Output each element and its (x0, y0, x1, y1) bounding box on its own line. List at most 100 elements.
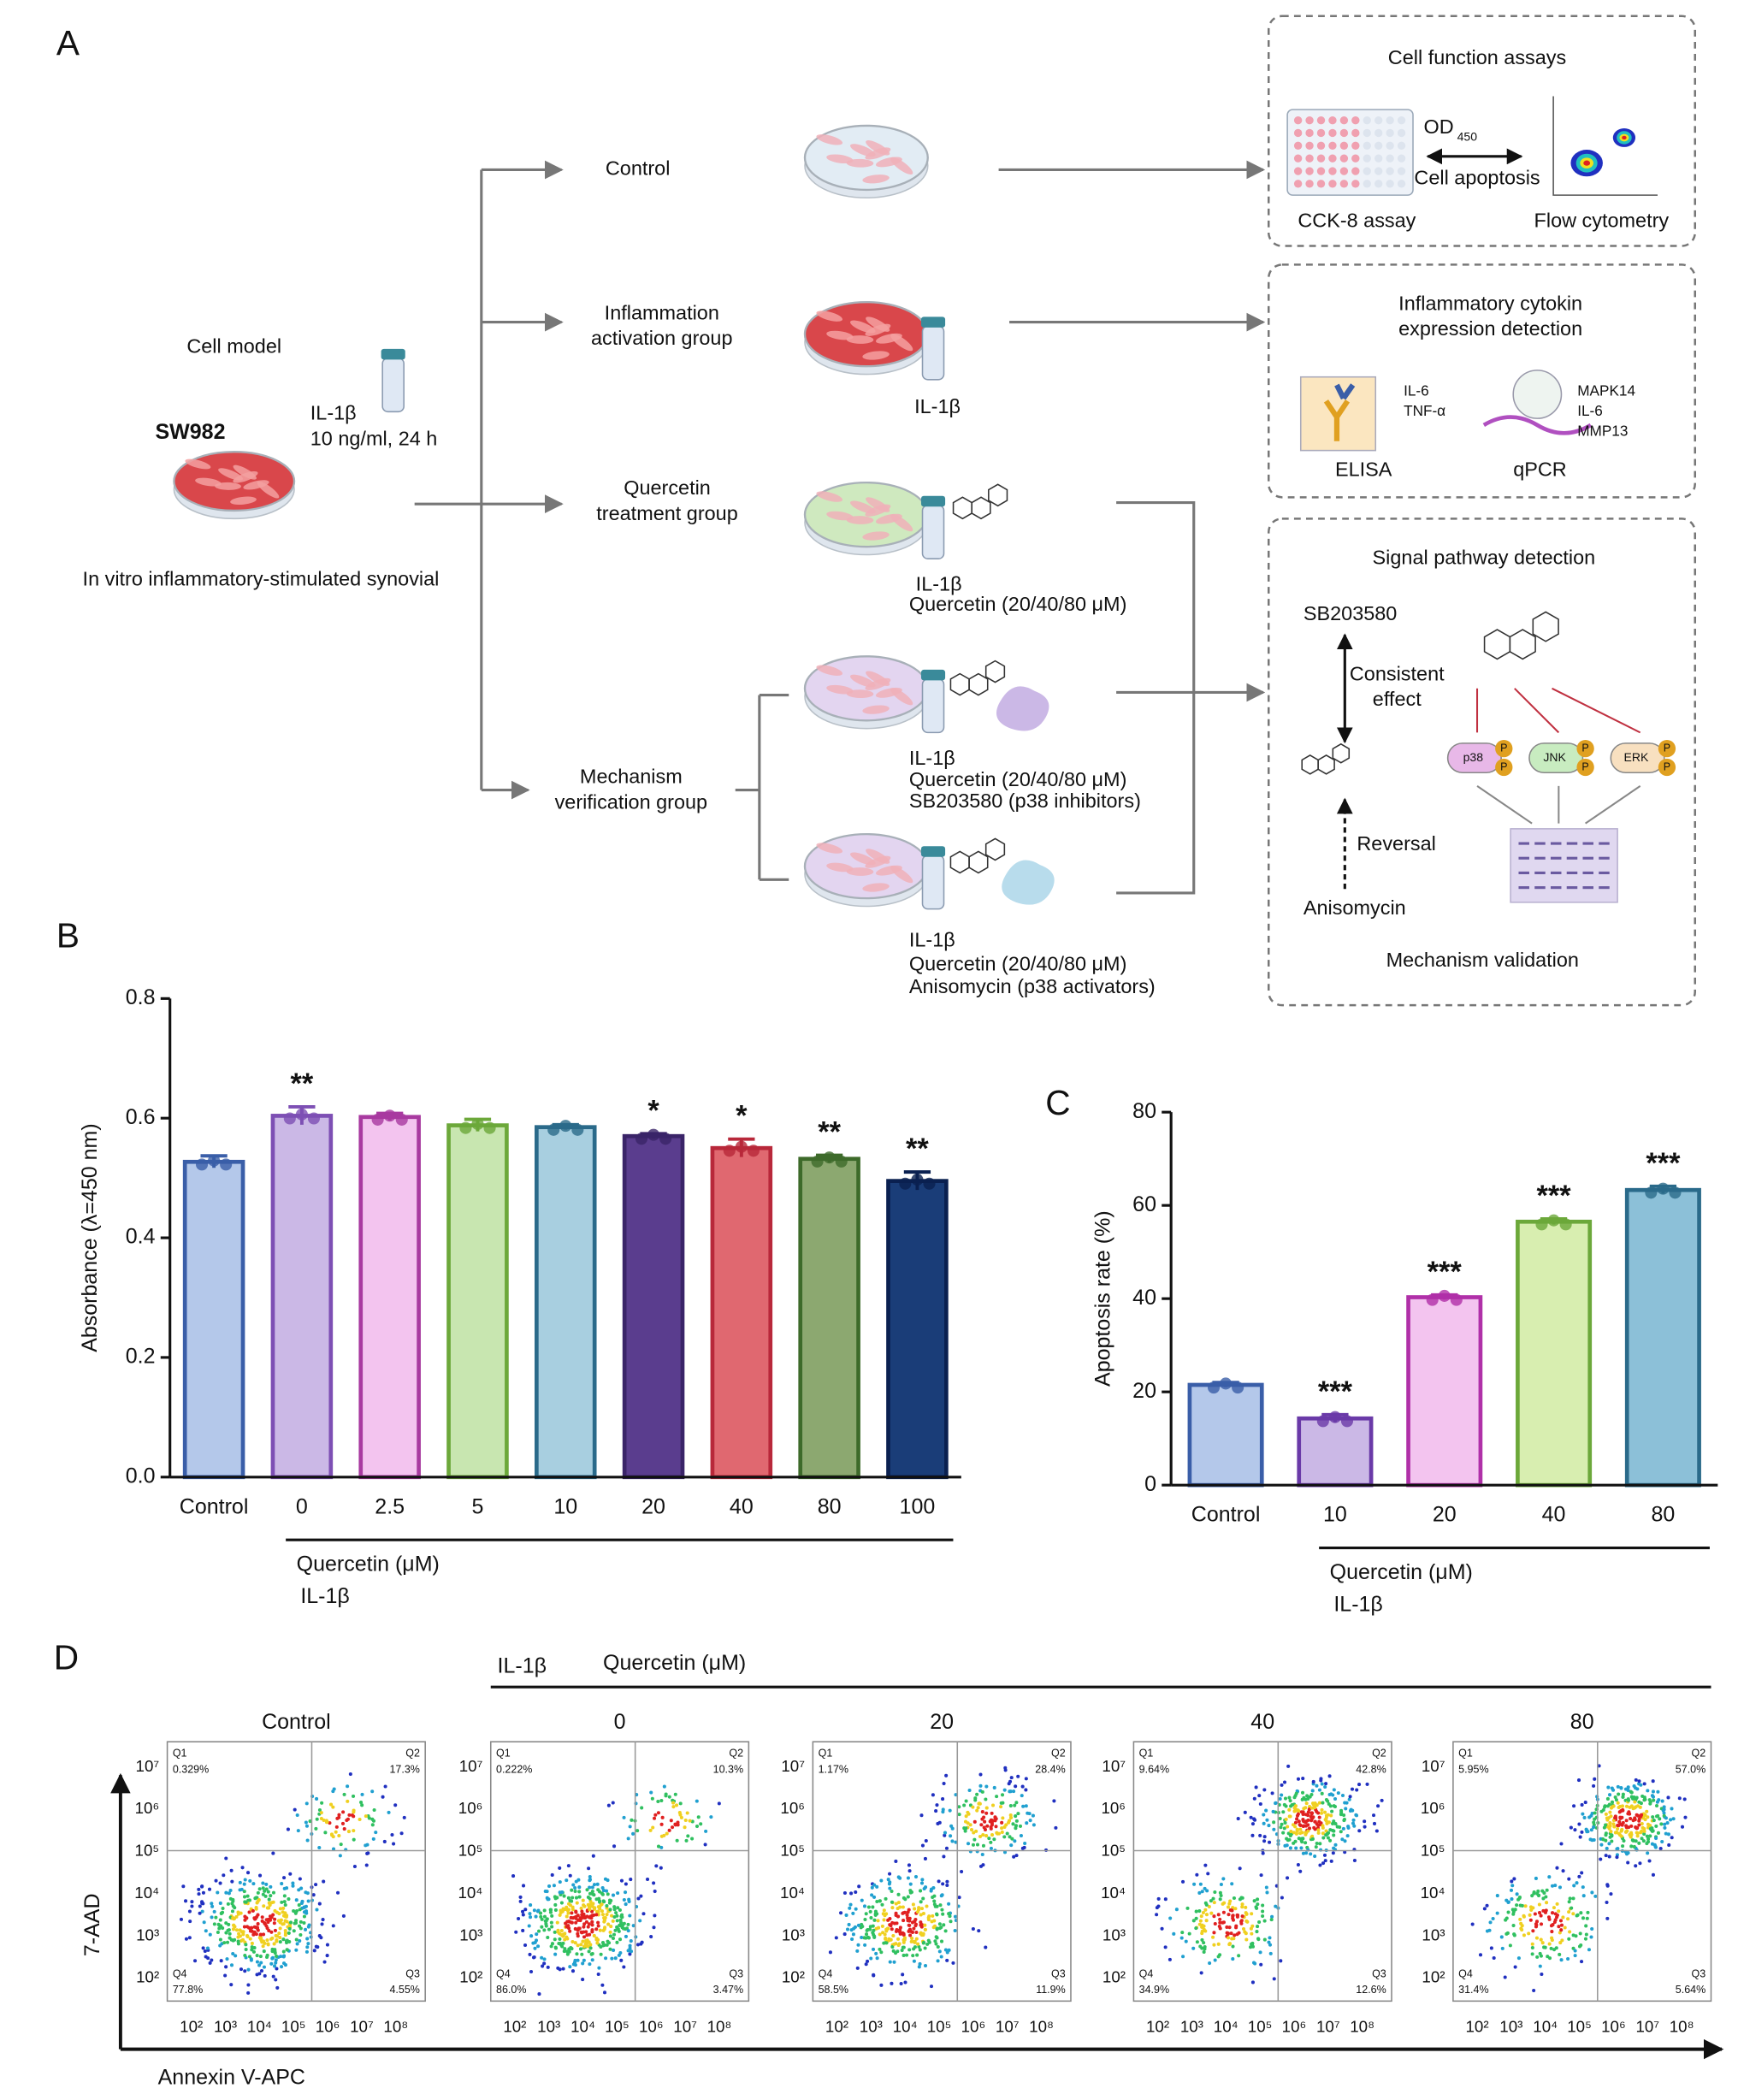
event-dot (1504, 1898, 1509, 1902)
replicate-dot (220, 1158, 233, 1171)
event-dot (949, 1920, 953, 1924)
y-tick-label: 10³ (136, 1925, 159, 1943)
x-tick-label: 10 (1323, 1503, 1347, 1527)
event-dot (902, 1945, 906, 1949)
event-dot (381, 1795, 385, 1799)
event-dot (1648, 1834, 1652, 1838)
quadrant-name: Q4 (819, 1967, 833, 1979)
event-dot (619, 1878, 624, 1883)
kinase-name: p38 (1463, 750, 1484, 764)
vial-cap (920, 495, 946, 507)
event-dot (1520, 1903, 1524, 1908)
event-dot (1052, 1799, 1056, 1803)
event-dot (612, 1914, 617, 1920)
event-dot (882, 1908, 886, 1913)
quadrant-percent: 10.3% (713, 1763, 743, 1775)
event-dot (1489, 1946, 1493, 1950)
event-dot (352, 1837, 356, 1842)
event-dot (649, 1935, 653, 1939)
quadrant-percent: 0.329% (173, 1763, 209, 1775)
phospho-label: P (1581, 742, 1588, 754)
event-dot (252, 1916, 257, 1920)
plot-title: 20 (930, 1710, 954, 1734)
replicate-dot (459, 1121, 472, 1134)
event-dot (1256, 1897, 1260, 1902)
x-tick-label: 40 (730, 1494, 754, 1518)
event-dot (1641, 1839, 1646, 1843)
event-dot (1609, 1806, 1613, 1810)
event-dot (612, 1948, 616, 1952)
molecule-ring (984, 660, 1006, 683)
event-dot (1257, 1920, 1262, 1925)
event-dot (367, 1816, 371, 1820)
event-dot (565, 1952, 570, 1956)
event-dot (828, 1950, 832, 1955)
event-dot (1293, 1820, 1298, 1825)
event-dot (1550, 1930, 1554, 1934)
event-dot (1537, 1911, 1542, 1915)
event-dot (1302, 1807, 1306, 1811)
event-dot (1587, 1815, 1592, 1819)
group-sublabel: IL-1β (1333, 1592, 1382, 1616)
event-dot (1505, 1931, 1510, 1935)
event-dot (1566, 1957, 1570, 1961)
event-dot (584, 1920, 588, 1924)
x-tick-label: 100 (900, 1494, 936, 1518)
event-dot (1610, 1833, 1614, 1837)
event-dot (1616, 1784, 1620, 1789)
event-dot (242, 1925, 246, 1929)
event-dot (641, 1912, 646, 1916)
event-dot (929, 1985, 934, 1989)
event-dot (243, 1914, 247, 1919)
x-tick-label: 10⁴ (247, 2018, 272, 2036)
event-dot (1329, 1859, 1333, 1863)
event-dot (1558, 1931, 1562, 1935)
event-dot (857, 1884, 861, 1889)
x-tick-label: 10⁸ (1029, 2018, 1054, 2036)
event-dot (1322, 1853, 1327, 1857)
event-dot (1001, 1816, 1005, 1820)
event-dot (834, 1936, 838, 1940)
event-dot (521, 1913, 525, 1917)
group-label: Quercetin (μM) (1330, 1560, 1473, 1584)
event-dot (299, 1901, 304, 1906)
event-dot (612, 1905, 617, 1909)
event-dot (1621, 1792, 1625, 1796)
event-dot (1589, 1828, 1593, 1832)
event-dot (271, 1890, 275, 1895)
well (1316, 167, 1326, 175)
quadrant-name: Q3 (1372, 1967, 1386, 1979)
event-dot (932, 1894, 937, 1898)
quadrant-name: Q3 (729, 1967, 743, 1979)
event-dot (250, 1925, 254, 1930)
event-dot (1219, 1882, 1223, 1887)
event-dot (1342, 1819, 1346, 1823)
event-dot (1180, 1879, 1185, 1884)
event-dot (1007, 1782, 1011, 1786)
x-tick-label: 10⁸ (707, 2018, 732, 2036)
event-dot (931, 1793, 935, 1797)
plot-title: 80 (1570, 1710, 1594, 1734)
molecule-ring (968, 672, 989, 696)
quadrant-name: Q3 (1051, 1967, 1066, 1979)
event-dot (1307, 1807, 1311, 1812)
x-tick-label: 10³ (1180, 2018, 1203, 2036)
event-dot (896, 1907, 900, 1911)
event-dot (896, 1943, 901, 1948)
event-dot (575, 1901, 579, 1905)
event-dot (339, 1843, 343, 1847)
antibody (1323, 399, 1351, 441)
event-dot (549, 1944, 553, 1949)
event-dot (684, 1838, 689, 1843)
event-dot (943, 1833, 947, 1837)
event-dot (960, 1870, 964, 1874)
target: IL-6 (1577, 402, 1603, 419)
kinase (1610, 742, 1665, 774)
event-dot (1321, 1824, 1325, 1828)
event-dot (876, 1919, 880, 1923)
event-dot (908, 1933, 913, 1937)
plot-frame (489, 1741, 750, 2002)
event-dot (579, 1930, 583, 1934)
event-dot (1008, 1804, 1013, 1808)
x-tick-label: 10⁵ (605, 2018, 630, 2036)
